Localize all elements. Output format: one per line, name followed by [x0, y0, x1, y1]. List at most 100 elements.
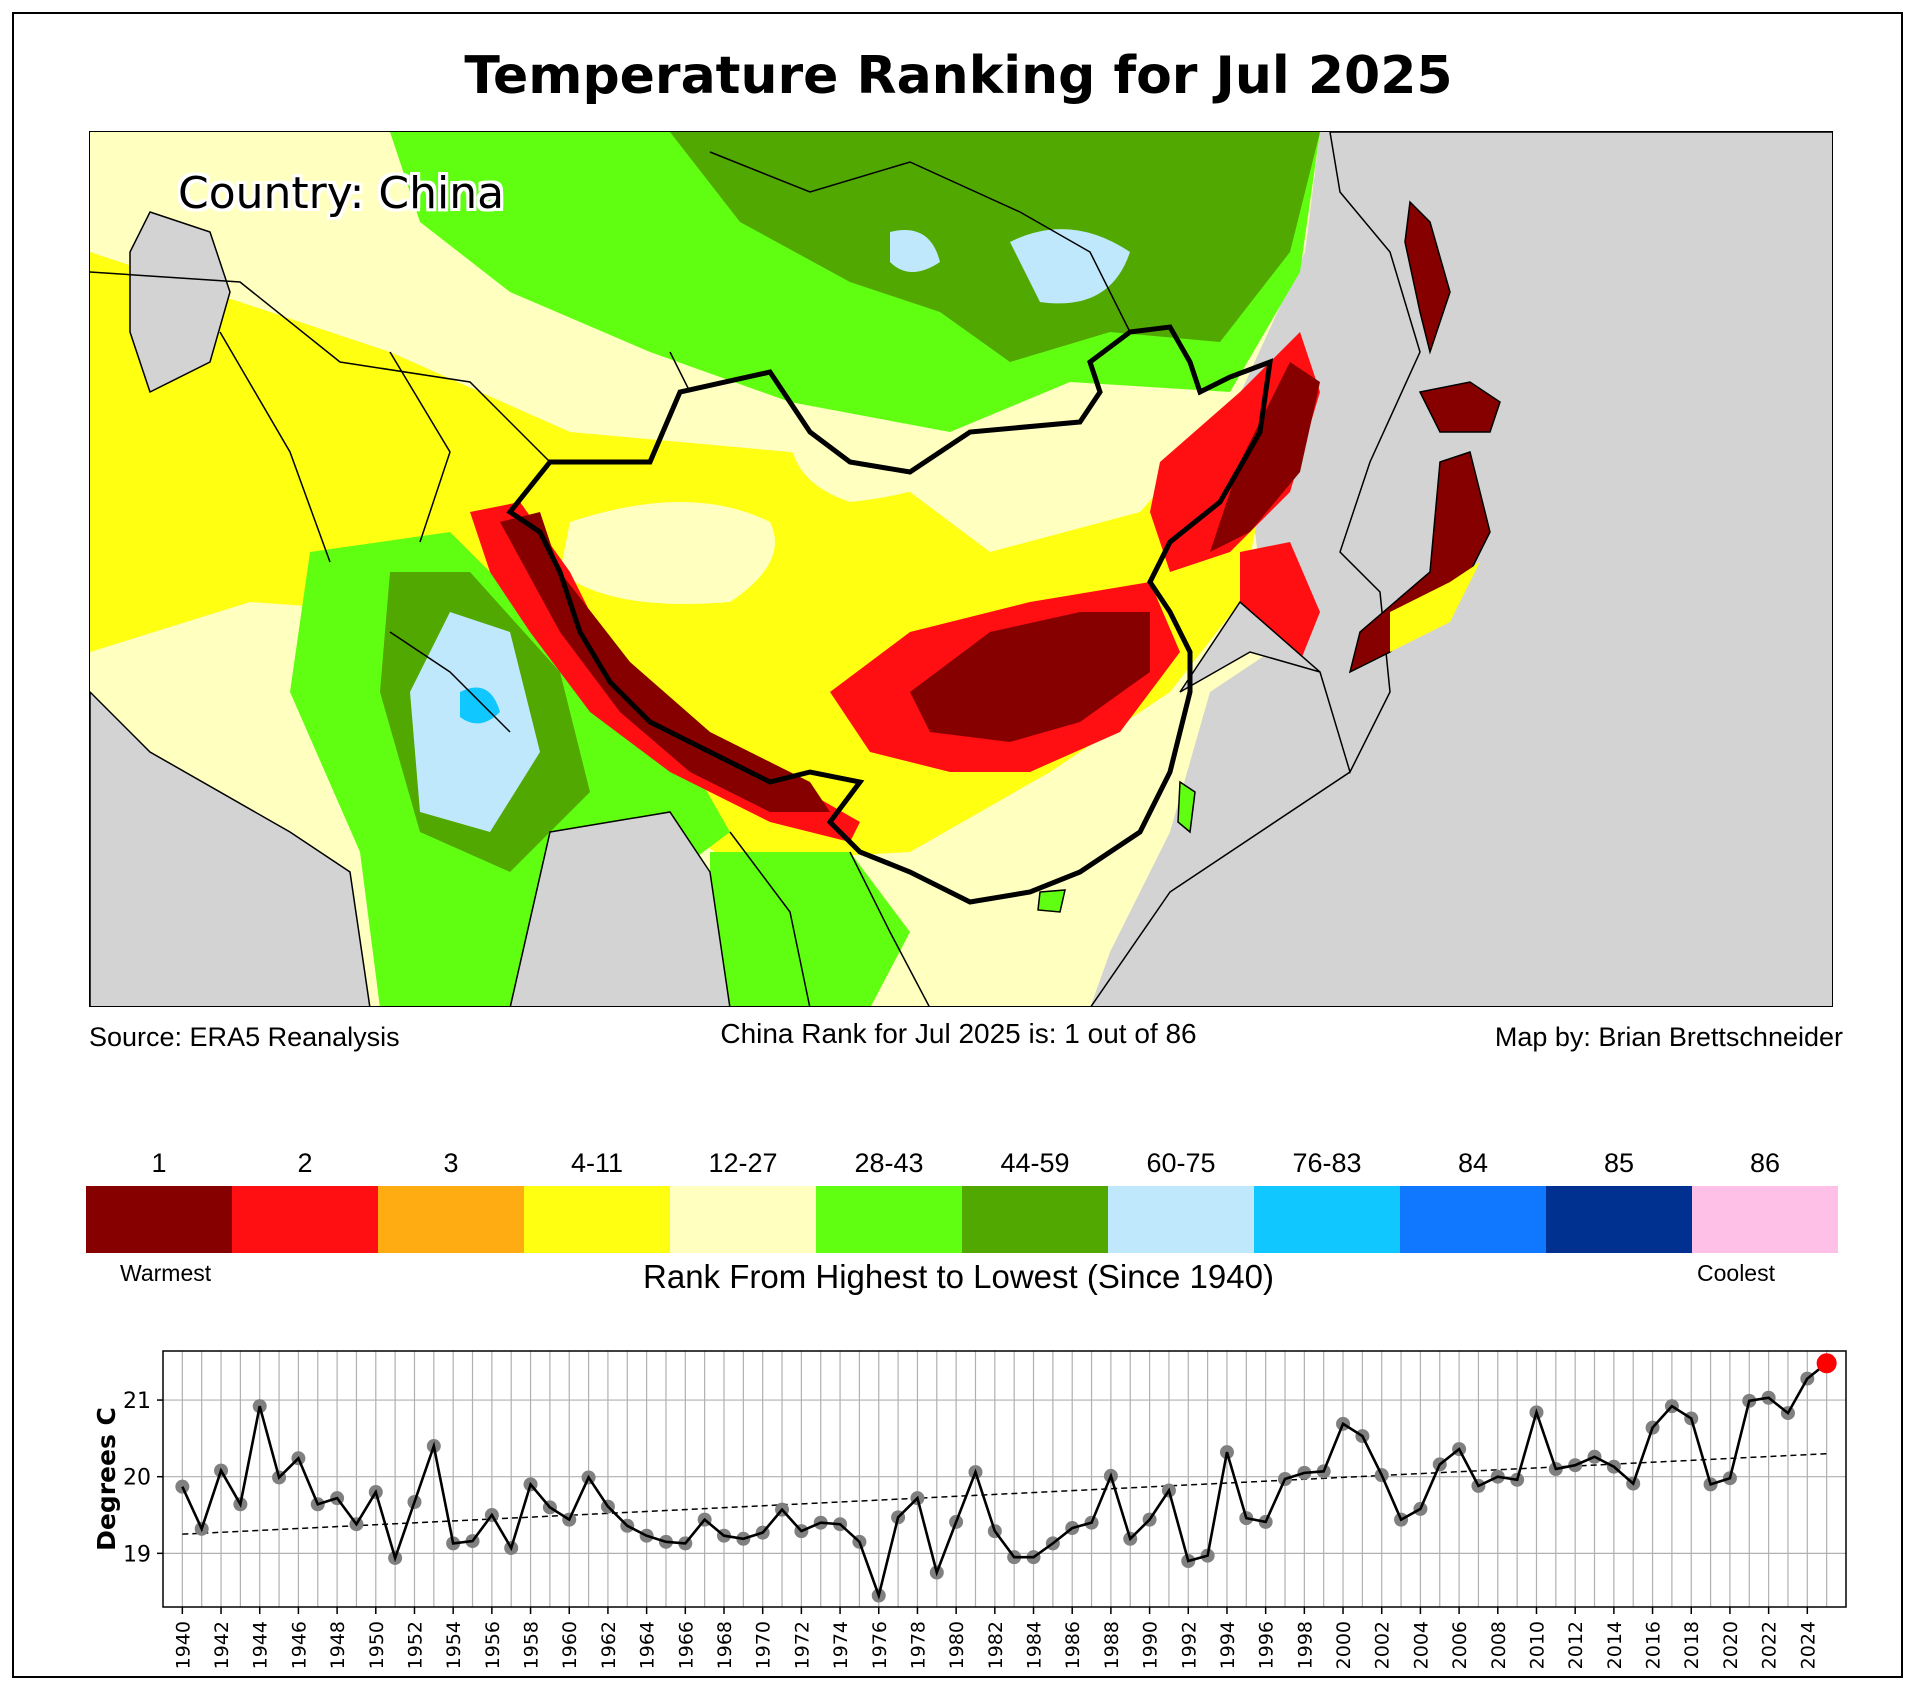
china-border	[506, 324, 1274, 905]
region-rank-76-83-india	[460, 687, 500, 724]
legend-swatch	[378, 1186, 524, 1253]
ranking-map: Country: China	[89, 131, 1833, 1007]
region-rank-12-27-tibet	[560, 502, 775, 604]
x-tick-label: 2016	[1643, 1621, 1665, 1669]
x-tick-label: 1952	[404, 1621, 426, 1669]
country-label: Country: China	[178, 168, 505, 219]
legend-bin-label: 1	[151, 1148, 167, 1178]
legend-swatch	[1400, 1186, 1546, 1253]
region-taiwan	[1177, 780, 1196, 834]
ocean-bay-of-bengal	[509, 811, 731, 1006]
x-tick-label: 1990	[1140, 1621, 1162, 1669]
x-tick-label: 1986	[1062, 1621, 1084, 1669]
x-tick-label: 2000	[1333, 1621, 1355, 1669]
x-tick-label: 2002	[1372, 1621, 1394, 1669]
legend-bin-label: 4-11	[570, 1148, 624, 1178]
x-tick-label: 1976	[869, 1621, 891, 1669]
x-tick-label: 1994	[1217, 1621, 1239, 1669]
x-tick-label: 1960	[559, 1621, 581, 1669]
region-rank-1-northeast	[1210, 362, 1320, 552]
x-tick-label: 1988	[1101, 1621, 1123, 1669]
rank-statement: China Rank for Jul 2025 is: 1 out of 86	[720, 1018, 1197, 1049]
figure-frame	[12, 12, 1903, 1678]
x-tick-label: 1998	[1294, 1621, 1316, 1669]
legend-swatch	[816, 1186, 962, 1253]
x-tick-label: 2022	[1759, 1621, 1781, 1669]
legend-bin-label: 84	[1457, 1148, 1489, 1178]
legend-bin-label: 2	[297, 1148, 313, 1178]
legend-bin-label: 44-59	[1000, 1148, 1070, 1178]
x-tick-label: 2012	[1565, 1621, 1587, 1669]
y-tick-label: 21	[123, 1389, 151, 1414]
x-tick-label: 1962	[598, 1621, 620, 1669]
region-japan-hokkaido	[1418, 381, 1501, 433]
x-tick-label: 1950	[366, 1621, 388, 1669]
x-tick-label: 1948	[327, 1621, 349, 1669]
legend-swatch	[86, 1186, 232, 1253]
x-tick-label: 1954	[443, 1621, 465, 1669]
x-tick-label: 2010	[1526, 1621, 1548, 1669]
legend-swatch	[962, 1186, 1108, 1253]
legend-warmest-label: Warmest	[120, 1260, 212, 1286]
x-tick-label: 2008	[1488, 1621, 1510, 1669]
legend-bin-label: 3	[443, 1148, 459, 1178]
x-tick-label: 1968	[714, 1621, 736, 1669]
map-credit: Map by: Brian Brettschneider	[1494, 1022, 1843, 1052]
x-tick-label: 1982	[985, 1621, 1007, 1669]
x-tick-label: 1996	[1256, 1621, 1278, 1669]
legend-swatch	[1692, 1186, 1838, 1253]
x-tick-label: 2024	[1797, 1621, 1819, 1669]
ocean-arabian-sea	[90, 690, 371, 1006]
region-rank-60-75-lake	[1010, 229, 1130, 304]
region-rank-1-east-china	[910, 612, 1150, 742]
x-tick-label: 1974	[830, 1621, 852, 1669]
legend-coolest-label: Coolest	[1697, 1260, 1775, 1286]
x-tick-label: 2014	[1604, 1621, 1626, 1669]
x-tick-label: 2018	[1681, 1621, 1703, 1669]
legend-bin-label: 86	[1749, 1148, 1781, 1178]
region-hainan	[1037, 889, 1066, 913]
legend-title: Rank From Highest to Lowest (Since 1940)	[643, 1258, 1274, 1295]
legend-swatch	[232, 1186, 378, 1253]
legend-bin-label: 12-27	[708, 1148, 778, 1178]
x-tick-label: 1940	[172, 1621, 194, 1669]
legend-swatch	[1254, 1186, 1400, 1253]
legend-colorbar	[86, 1186, 1838, 1253]
source-note: Source: ERA5 Reanalysis	[89, 1022, 400, 1052]
region-japan-south	[1390, 562, 1480, 652]
x-tick-label: 1942	[211, 1621, 233, 1669]
legend-bin-label: 60-75	[1146, 1148, 1216, 1178]
legend-labels: 1 2 3 4-11 12-27 28-43 44-59 60-75 76-83 84 85 86	[86, 1148, 1838, 1182]
region-rank-12-27-mongolia	[790, 425, 970, 502]
country-borders	[90, 151, 1131, 1006]
x-tick-label: 2004	[1410, 1621, 1432, 1669]
x-tick-label: 1964	[637, 1621, 659, 1669]
figure-title: Temperature Ranking for Jul 2025	[464, 46, 1453, 106]
legend-swatch	[670, 1186, 816, 1253]
legend-swatch	[524, 1186, 670, 1253]
region-rank-1-himalaya	[500, 512, 830, 812]
legend-bin-label: 85	[1603, 1148, 1635, 1178]
y-axis-label: Degrees C	[92, 1407, 121, 1551]
legend-swatch	[1108, 1186, 1254, 1253]
x-tick-label: 1958	[521, 1621, 543, 1669]
x-tick-label: 1946	[288, 1621, 310, 1669]
y-tick-label: 19	[123, 1542, 151, 1567]
x-tick-label: 1992	[1178, 1621, 1200, 1669]
x-tick-label: 1970	[753, 1621, 775, 1669]
x-tick-label: 2020	[1720, 1621, 1742, 1669]
map-shapes	[90, 132, 1832, 1006]
x-tick-label: 1966	[675, 1621, 697, 1669]
region-rank-28-43-seasia	[710, 852, 910, 1006]
temperature-line	[181, 1362, 1828, 1600]
ocean-caspian	[129, 211, 231, 394]
plot-frame	[162, 1350, 1847, 1608]
x-tick-label: 1984	[1024, 1621, 1046, 1669]
region-rank-44-59	[670, 132, 1320, 362]
x-tick-label: 1944	[250, 1621, 272, 1669]
x-tick-label: 2006	[1449, 1621, 1471, 1669]
x-tick-label: 1956	[482, 1621, 504, 1669]
legend-swatch	[1546, 1186, 1692, 1253]
x-tick-label: 1980	[946, 1621, 968, 1669]
